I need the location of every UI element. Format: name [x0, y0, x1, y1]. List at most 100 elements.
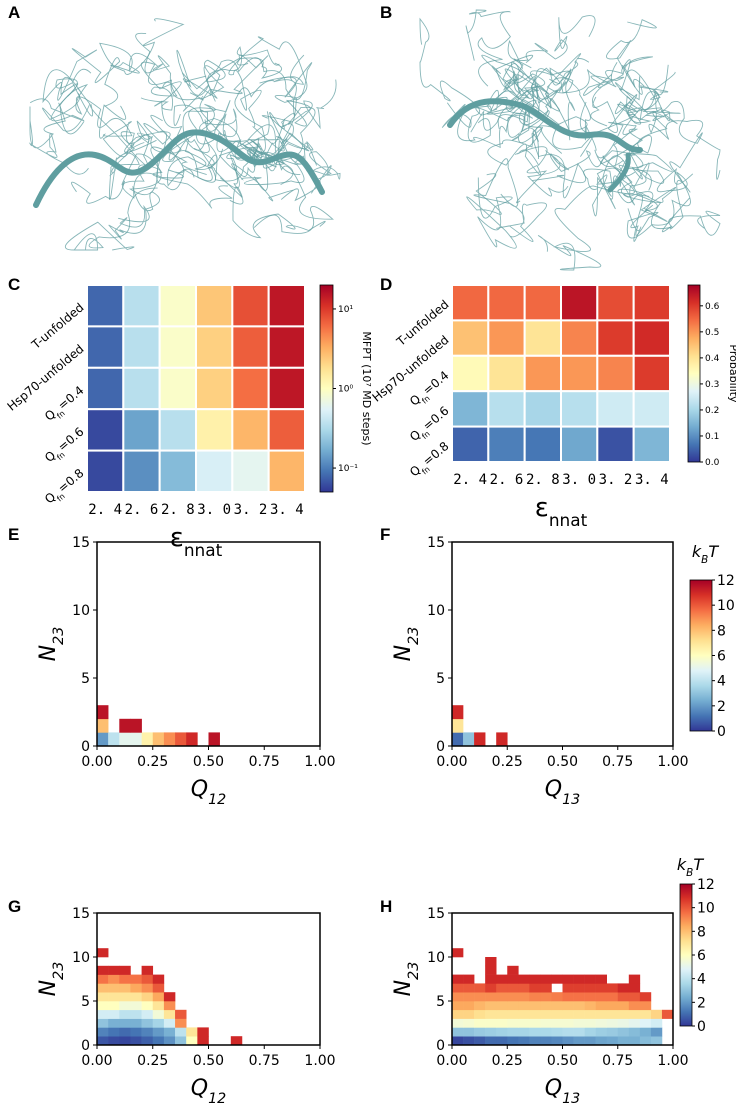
panel-label: E [8, 525, 19, 544]
label-subscript: fn [55, 491, 67, 503]
histogram-cell [628, 1027, 641, 1037]
histogram-cell [650, 1009, 663, 1019]
colorbar-label: Probability [727, 344, 736, 403]
colorbar-tick-label: 6 [697, 948, 706, 964]
x-tick-label: 0.00 [81, 1053, 112, 1069]
x-tick-label: 0.25 [492, 754, 523, 770]
histogram-cell [119, 1009, 131, 1019]
histogram-cell [639, 1027, 652, 1037]
histogram-cell [452, 1009, 464, 1019]
histogram-cell [518, 1027, 530, 1037]
histogram-cell [175, 1027, 187, 1037]
label-subscript: nnat [549, 510, 588, 530]
y-tick-label: Qfn=0.8 [407, 439, 454, 482]
heatmap-cell [596, 354, 635, 393]
heatmap-cell [523, 425, 563, 464]
y-tick-label: 15 [72, 906, 90, 922]
label-subscript: B [701, 554, 708, 566]
histogram-cell [562, 1009, 574, 1019]
label-suffix: =0.6 [55, 425, 86, 454]
backbone-trace [124, 122, 215, 191]
histogram-cell [485, 1009, 497, 1019]
label-subscript: 23 [51, 962, 67, 980]
heatmap-cell [158, 325, 198, 369]
histogram-cell [230, 1036, 243, 1046]
histogram-cell [463, 1009, 475, 1019]
backbone-trace [188, 80, 275, 153]
histogram-cell [97, 992, 109, 1002]
label-symbol: k [677, 855, 687, 874]
y-axis-label: N23 [391, 962, 422, 997]
panel-label: B [380, 3, 392, 22]
heatmap-cell [451, 284, 490, 322]
y-tick-label: 10 [72, 603, 90, 619]
x-tick-label: 3. 4 [270, 502, 304, 518]
histogram-cell [584, 1001, 596, 1011]
histogram-cell [540, 1027, 552, 1037]
histogram-cell [97, 948, 109, 958]
histogram-cell [584, 992, 596, 1002]
histogram-cell [639, 1009, 652, 1019]
histogram-cell [639, 1001, 652, 1011]
histogram-cell [152, 974, 165, 984]
histogram-cell [606, 1036, 619, 1046]
histogram-cell [474, 1036, 486, 1046]
histogram-cell [108, 974, 120, 984]
histogram-cell [130, 992, 142, 1002]
histogram-cell [595, 1001, 607, 1011]
histogram-cell [463, 992, 475, 1002]
backbone-trace [201, 54, 269, 102]
histogram-cell [628, 1009, 641, 1019]
y-tick-label: 15 [427, 906, 445, 922]
colorbar-tick-label: 10 [697, 901, 715, 917]
histogram-cell [562, 1001, 574, 1011]
histogram-cell [130, 1018, 142, 1028]
histogram-cell [208, 732, 220, 747]
histogram-cell [152, 983, 165, 993]
helix-tube [607, 152, 631, 193]
backbone-trace [481, 54, 538, 115]
histogram-cell [485, 1018, 497, 1028]
label-suffix: T [708, 542, 719, 561]
histogram-cell [496, 732, 508, 747]
label-symbol: k [692, 542, 702, 561]
histogram-cell [573, 1018, 585, 1028]
histogram-cell [141, 1036, 154, 1046]
heatmap-cell [632, 284, 672, 322]
colorbar-tick-label: 0.5 [705, 328, 719, 338]
histogram-cell [540, 1018, 552, 1028]
histogram-cell [551, 1027, 563, 1037]
heatmap-cell [596, 284, 635, 322]
backbone-trace [549, 60, 597, 151]
heatmap-cell [195, 284, 234, 328]
heatmap-cell [195, 408, 234, 452]
heatmap-cell [523, 390, 563, 428]
x-tick-label: 2. 8 [526, 472, 560, 488]
histogram-cell [529, 1027, 541, 1037]
x-tick-label: 0.00 [436, 754, 467, 770]
histogram-cell [463, 732, 475, 747]
y-axis-label: N23 [36, 627, 67, 662]
label-symbol: Q [545, 777, 562, 802]
histogram-cell [474, 992, 486, 1002]
histogram-cell [141, 732, 154, 747]
histogram-cell [529, 983, 541, 993]
histogram-cell [163, 1027, 176, 1037]
histogram-cell [119, 992, 131, 1002]
x-tick-label: 3. 2 [599, 472, 633, 488]
histogram-cell [108, 965, 120, 975]
histogram-cell [584, 1036, 596, 1046]
histogram-cell [540, 992, 552, 1002]
x-tick-label: 0.00 [436, 1053, 467, 1069]
x-tick-label: 3. 2 [234, 502, 268, 518]
heatmap-cell [158, 449, 198, 494]
backbone-trace [583, 56, 653, 127]
histogram-cell [141, 992, 154, 1002]
histogram-cell [507, 974, 519, 984]
x-tick-label: 2. 6 [490, 472, 524, 488]
heatmap-cell [487, 425, 526, 464]
histogram-cell [628, 992, 641, 1002]
histogram-cell [584, 1018, 596, 1028]
backbone-trace [135, 32, 178, 111]
